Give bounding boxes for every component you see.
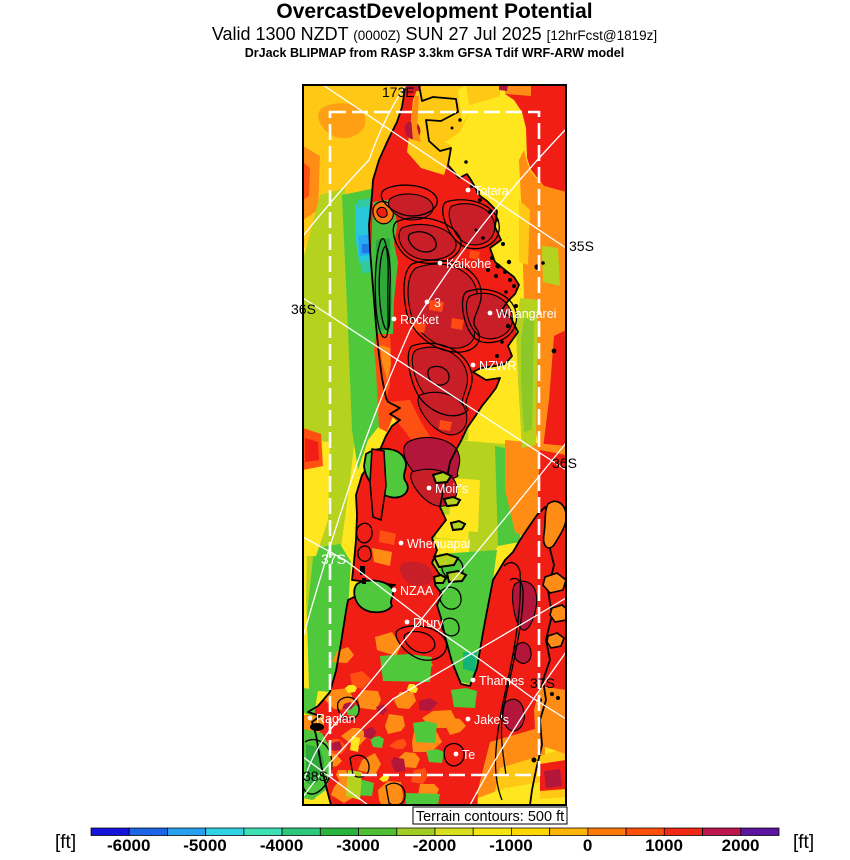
svg-text:37S: 37S xyxy=(530,675,555,691)
svg-text:Moir's: Moir's xyxy=(435,482,468,496)
svg-text:37S: 37S xyxy=(321,551,346,567)
svg-text:-3000: -3000 xyxy=(336,836,379,855)
svg-text:Terrain contours: 500 ft: Terrain contours: 500 ft xyxy=(416,809,564,825)
svg-text:Te: Te xyxy=(462,748,475,762)
svg-text:2000: 2000 xyxy=(722,836,760,855)
svg-text:Whangarei: Whangarei xyxy=(496,307,556,321)
svg-text:Rocket: Rocket xyxy=(400,313,439,327)
svg-text:Raglan: Raglan xyxy=(316,712,356,726)
svg-text:NZAA: NZAA xyxy=(400,584,434,598)
svg-text:-1000: -1000 xyxy=(489,836,532,855)
svg-text:Thames: Thames xyxy=(479,674,524,688)
svg-text:1000: 1000 xyxy=(645,836,683,855)
svg-text:38S: 38S xyxy=(303,768,328,784)
svg-text:36S: 36S xyxy=(552,455,577,471)
svg-text:-5000: -5000 xyxy=(183,836,226,855)
svg-text:0: 0 xyxy=(583,836,592,855)
svg-text:[ft]: [ft] xyxy=(793,832,814,853)
svg-text:Totara: Totara xyxy=(474,184,509,198)
svg-text:35S: 35S xyxy=(569,238,594,254)
svg-text:Jake's: Jake's xyxy=(474,713,509,727)
svg-text:[ft]: [ft] xyxy=(55,832,76,853)
svg-text:36S: 36S xyxy=(291,301,316,317)
svg-text:Drury: Drury xyxy=(413,616,444,630)
svg-text:173E: 173E xyxy=(382,84,415,100)
svg-text:Kaikohe: Kaikohe xyxy=(446,257,491,271)
svg-text:NZWR: NZWR xyxy=(479,359,517,373)
svg-text:-4000: -4000 xyxy=(260,836,303,855)
svg-text:3: 3 xyxy=(434,296,441,310)
svg-text:-6000: -6000 xyxy=(107,836,150,855)
svg-text:Whenuapai: Whenuapai xyxy=(407,537,470,551)
svg-text:-2000: -2000 xyxy=(413,836,456,855)
